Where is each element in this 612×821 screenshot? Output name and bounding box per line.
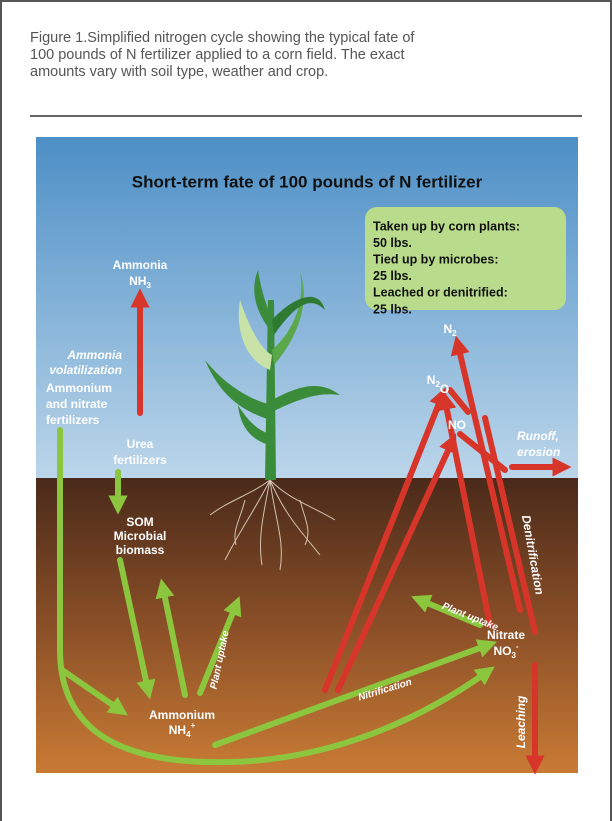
volatilization: volatilization: [49, 363, 122, 377]
summary-line: Tied up by microbes:: [373, 252, 499, 266]
nh3-base: NH: [129, 274, 146, 288]
ammonium-nitrate-fertilizers: and nitrate: [46, 397, 108, 411]
n2-base: N: [443, 322, 452, 336]
urea-fertilizers: fertilizers: [113, 453, 167, 467]
nitrate: Nitrate: [487, 628, 525, 642]
leaching: Leaching: [514, 695, 528, 748]
urea-fertilizers: Urea: [127, 437, 154, 451]
som-biomass: Microbial: [114, 529, 167, 543]
n2o-after: O: [440, 382, 449, 396]
no3-sup: -: [516, 642, 519, 651]
no3-base: NO: [493, 644, 511, 658]
ammonium-nitrate-fertilizers: fertilizers: [46, 413, 100, 427]
som-biomass: biomass: [116, 543, 165, 557]
page: Figure 1.Simplified nitrogen cycle showi…: [0, 0, 612, 821]
volatilization: Ammonia: [66, 348, 122, 362]
caption-line: 100 pounds of N fertilizer applied to a …: [30, 47, 405, 63]
n2o-base: N: [427, 373, 436, 387]
caption-line: Figure 1.Simplified nitrogen cycle showi…: [30, 30, 415, 46]
ammonia: Ammonia: [113, 258, 168, 272]
nh3-sub: 3: [146, 281, 151, 290]
no3: NO3-: [493, 642, 518, 660]
no3-sub: 3: [511, 651, 516, 660]
ammonium: Ammonium: [149, 708, 215, 722]
som-biomass: SOM: [126, 515, 153, 529]
nh4-sup: +: [191, 721, 196, 730]
summary-line: Leached or denitrified:: [373, 286, 508, 300]
nh4-sub: 4: [186, 730, 191, 739]
figure-title: Short-term fate of 100 pounds of N ferti…: [132, 172, 483, 191]
n2-sub: 2: [452, 329, 457, 338]
figure-page: Figure 1.Simplified nitrogen cycle showi…: [0, 0, 612, 821]
summary-line: 25 lbs.: [373, 269, 412, 283]
nh4-base: NH: [169, 723, 186, 737]
summary-line: Taken up by corn plants:: [373, 219, 520, 233]
runoff-erosion: erosion: [517, 445, 560, 459]
summary-line: 25 lbs.: [373, 302, 412, 316]
runoff-erosion: Runoff,: [517, 429, 559, 443]
caption-line: amounts vary with soil type, weather and…: [30, 64, 328, 80]
ammonium-nitrate-fertilizers: Ammonium: [46, 381, 112, 395]
no: NO: [448, 418, 466, 432]
summary-line: 50 lbs.: [373, 236, 412, 250]
